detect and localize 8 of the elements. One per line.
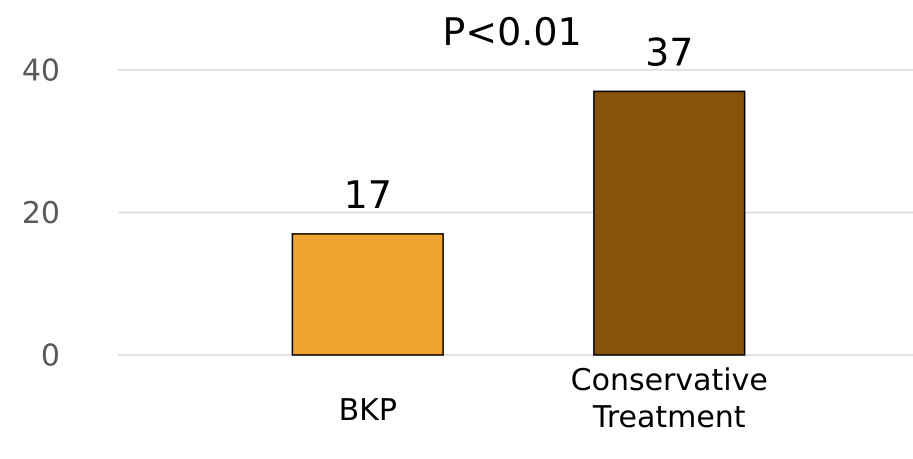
y-tick-label: 40 (22, 54, 60, 88)
y-tick-label: 0 (40, 338, 60, 374)
text: P<0.01 (442, 10, 582, 54)
x-tick-label: Conservative Treatment (570, 363, 768, 435)
data-label: 37 (645, 30, 694, 74)
data-label: 17 (344, 172, 392, 217)
x-tick-label: BKP (338, 393, 397, 428)
y-tick-label: 20 (22, 196, 60, 231)
